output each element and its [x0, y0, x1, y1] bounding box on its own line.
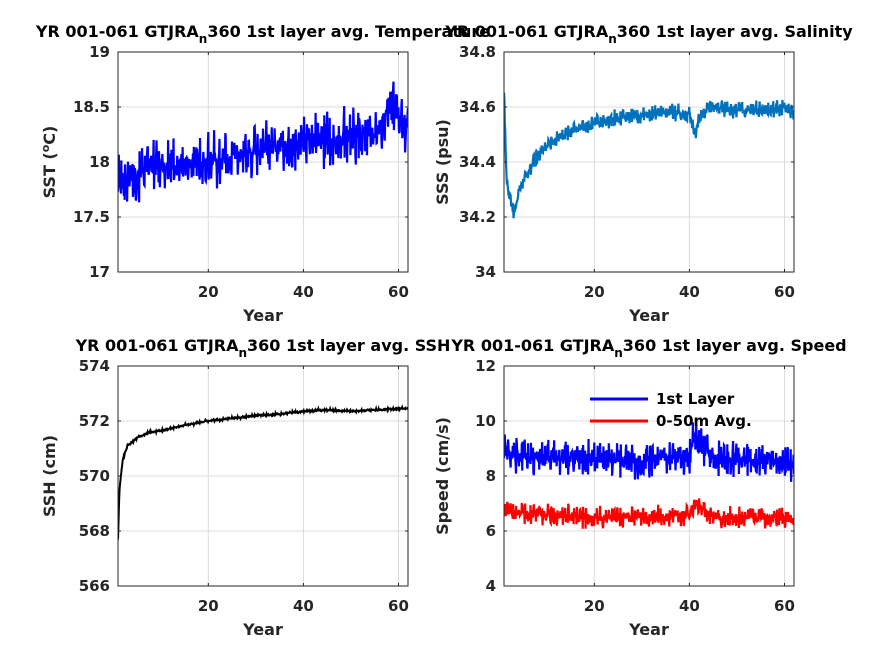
y-tick-label: 17: [89, 263, 110, 281]
y-tick-label: 12: [475, 357, 496, 375]
y-tick-label: 34.8: [459, 43, 496, 61]
y-axis-label: SSH (cm): [40, 435, 59, 517]
y-tick-label: 34.2: [459, 208, 496, 226]
series-line-1: [504, 92, 794, 219]
legend-label: 0-50m Avg.: [656, 412, 752, 430]
y-tick-label: 6: [486, 522, 496, 540]
y-axis-label: SSS (psu): [433, 119, 452, 205]
y-tick-label: 4: [486, 577, 496, 595]
y-tick-label: 566: [79, 577, 110, 595]
y-tick-label: 34.4: [459, 153, 496, 171]
x-tick-label: 40: [293, 283, 314, 301]
panel-3: 20 40 60 566 568 570 572 574 Year SSH (cm) YR 001-…: [40, 336, 450, 639]
y-tick-label: 572: [79, 412, 110, 430]
y-axis-label: SST (oC): [39, 126, 59, 199]
chart-title: YR 001-061 GTJRAn360 1st layer avg. Spee…: [450, 336, 846, 360]
x-tick-label: 20: [584, 283, 605, 301]
x-tick-label: 20: [198, 597, 219, 615]
y-tick-label: 19: [89, 43, 110, 61]
y-tick-label: 570: [79, 467, 110, 485]
x-tick-label: 40: [293, 597, 314, 615]
x-tick-label: 20: [584, 597, 605, 615]
chart-title: YR 001-061 GTJRAn360 1st layer avg. SSH: [75, 336, 451, 360]
series-line-1st-layer: [504, 422, 794, 482]
chart-title: YR 001-061 GTJRAn360 1st layer avg. Sali…: [444, 22, 853, 46]
panel-2: 20 40 60 34 34.2 34.4 34.6 34.8 Year SSS (psu) YR …: [433, 22, 853, 325]
y-tick-label: 34: [475, 263, 496, 281]
x-tick-label: 60: [774, 283, 795, 301]
x-axis-label: Year: [242, 620, 283, 639]
x-axis-label: Year: [628, 620, 669, 639]
x-axis-label: Year: [628, 306, 669, 325]
series-line-0-50m-avg-: [504, 498, 794, 529]
y-axis-label: Speed (cm/s): [433, 417, 452, 535]
y-tick-label: 17.5: [73, 208, 110, 226]
y-tick-label: 574: [79, 357, 110, 375]
series-line-1: [118, 81, 408, 203]
panel-4: 20 40 60 4 6 8 10 12 Year Speed (cm/s) YR 001-061 …: [433, 336, 847, 639]
x-axis-label: Year: [242, 306, 283, 325]
x-tick-label: 40: [679, 283, 700, 301]
legend-label: 1st Layer: [656, 390, 735, 408]
series-line-1: [118, 404, 408, 540]
x-tick-label: 60: [388, 283, 409, 301]
chart-title: YR 001-061 GTJRAn360 1st layer avg. Temp…: [35, 22, 490, 46]
x-tick-label: 60: [388, 597, 409, 615]
panel-1: 20 40 60 17 17.5 18 18.5 19 Year SST (oC) YR 001-0…: [35, 22, 490, 325]
y-tick-label: 18: [89, 153, 110, 171]
x-tick-label: 20: [198, 283, 219, 301]
y-tick-label: 10: [475, 412, 496, 430]
y-tick-label: 18.5: [73, 98, 110, 116]
y-tick-label: 8: [486, 467, 496, 485]
y-tick-label: 34.6: [459, 98, 496, 116]
y-tick-label: 568: [79, 522, 110, 540]
x-tick-label: 60: [774, 597, 795, 615]
x-tick-label: 40: [679, 597, 700, 615]
